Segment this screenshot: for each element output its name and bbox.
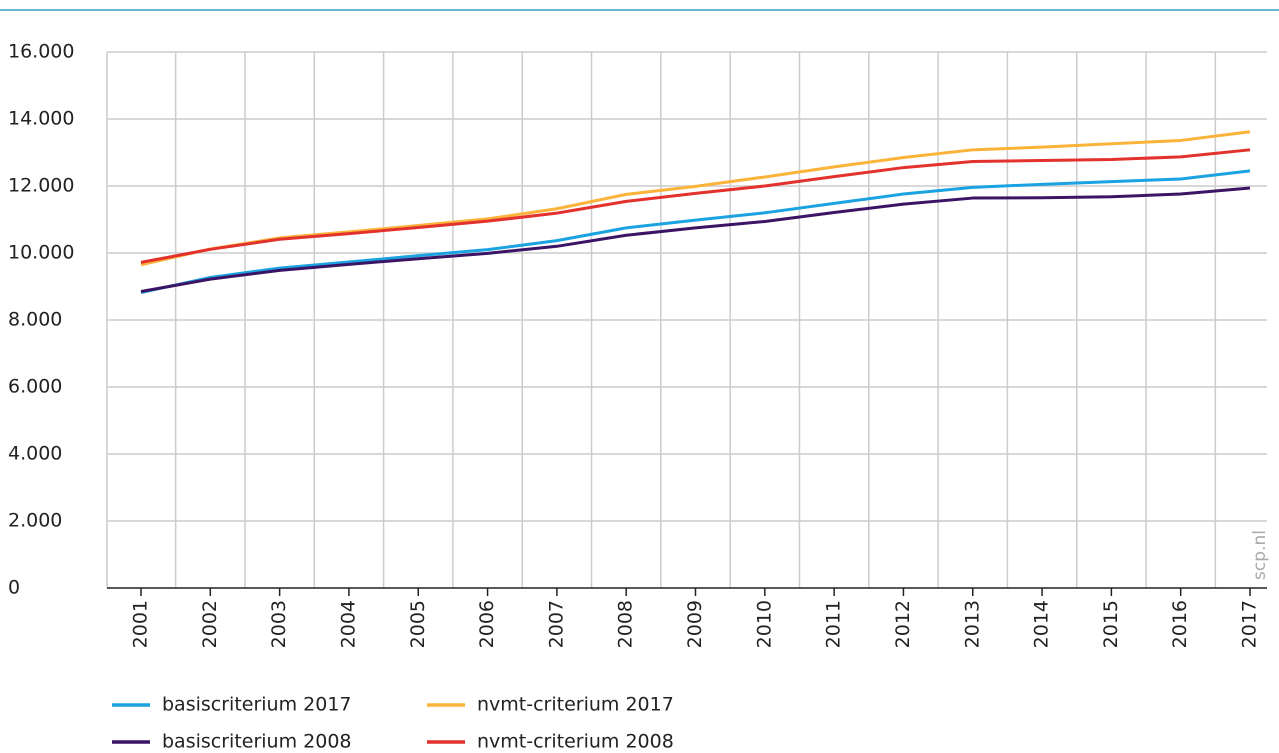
source: scp.nl xyxy=(1250,530,1270,580)
legend-label: nvmt-criterium 2008 xyxy=(477,731,674,753)
x-tick-label: 2007 xyxy=(545,600,567,648)
y-tick-label: 10.000 xyxy=(8,242,74,264)
x-tick-label: 2013 xyxy=(961,600,983,648)
series-line xyxy=(140,148,1251,264)
y-tick-label: 12.000 xyxy=(8,175,74,197)
y-tick-label: 8.000 xyxy=(8,309,62,331)
legend-label: basiscriterium 2017 xyxy=(162,694,352,716)
y-tick-label: 14.000 xyxy=(8,108,74,130)
x-tick-label: 2005 xyxy=(407,600,429,648)
y-tick-label: 16.000 xyxy=(8,41,74,63)
x-tick-label: 2003 xyxy=(268,600,290,648)
y-tick-label: 6.000 xyxy=(8,376,62,398)
y-tick-label: 2.000 xyxy=(8,510,62,532)
x-tick-label: 2001 xyxy=(130,600,152,648)
series-line xyxy=(140,186,1251,294)
x-tick-label: 2006 xyxy=(476,600,498,648)
legend-label: basiscriterium 2008 xyxy=(162,731,352,753)
x-tick-label: 2004 xyxy=(337,600,359,648)
x-tick-label: 2002 xyxy=(199,600,221,648)
y-tick-label: 0 xyxy=(8,577,20,599)
x-tick-label: 2017 xyxy=(1239,600,1261,648)
x-tick-label: 2015 xyxy=(1100,600,1122,648)
x-tick-label: 2016 xyxy=(1169,600,1191,648)
x-tick-label: 2014 xyxy=(1031,600,1053,648)
x-tick-label: 2012 xyxy=(892,600,914,648)
x-tick-label: 2008 xyxy=(615,600,637,648)
x-tick-label: 2011 xyxy=(823,600,845,648)
legend-label: nvmt-criterium 2017 xyxy=(477,694,674,716)
y-tick-label: 4.000 xyxy=(8,443,62,465)
x-tick-label: 2009 xyxy=(684,600,706,648)
series-line xyxy=(140,130,1251,267)
series-line xyxy=(140,169,1251,294)
x-tick-label: 2010 xyxy=(753,600,775,648)
